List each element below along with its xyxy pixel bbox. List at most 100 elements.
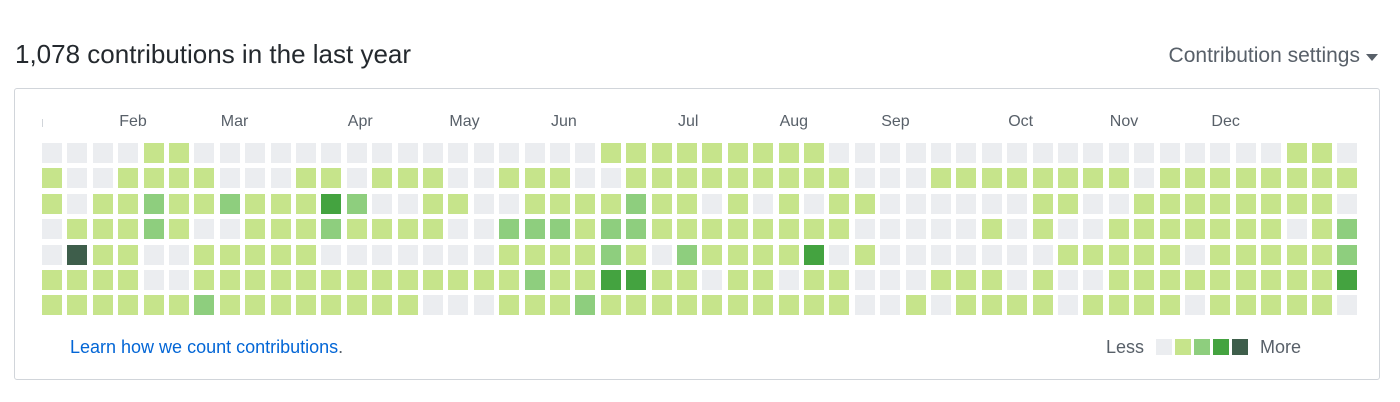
contribution-day-cell[interactable]: [194, 143, 215, 163]
contribution-day-cell[interactable]: [931, 270, 951, 290]
contribution-day-cell[interactable]: [1210, 295, 1231, 316]
contribution-day-cell[interactable]: [296, 193, 316, 214]
contribution-day-cell[interactable]: [550, 143, 570, 163]
contribution-day-cell[interactable]: [956, 219, 977, 240]
contribution-day-cell[interactable]: [499, 244, 520, 265]
contribution-day-cell[interactable]: [499, 193, 520, 214]
contribution-day-cell[interactable]: [931, 295, 951, 316]
contribution-day-cell[interactable]: [1058, 193, 1078, 214]
contribution-day-cell[interactable]: [981, 295, 1002, 316]
contribution-day-cell[interactable]: [194, 295, 215, 316]
contribution-day-cell[interactable]: [169, 168, 189, 189]
contribution-day-cell[interactable]: [1058, 270, 1078, 290]
contribution-day-cell[interactable]: [346, 168, 367, 189]
contribution-day-cell[interactable]: [1159, 270, 1180, 290]
contribution-day-cell[interactable]: [143, 143, 164, 163]
contribution-day-cell[interactable]: [1058, 244, 1078, 265]
contribution-day-cell[interactable]: [854, 193, 875, 214]
contribution-day-cell[interactable]: [931, 168, 951, 189]
contribution-day-cell[interactable]: [1134, 193, 1155, 214]
contribution-day-cell[interactable]: [270, 168, 291, 189]
contribution-day-cell[interactable]: [575, 295, 596, 316]
contribution-day-cell[interactable]: [575, 244, 596, 265]
contribution-day-cell[interactable]: [473, 295, 494, 316]
contribution-day-cell[interactable]: [397, 295, 418, 316]
contribution-day-cell[interactable]: [1032, 270, 1053, 290]
contribution-day-cell[interactable]: [397, 270, 418, 290]
contribution-day-cell[interactable]: [372, 244, 393, 265]
contribution-day-cell[interactable]: [600, 143, 621, 163]
contribution-day-cell[interactable]: [524, 244, 545, 265]
contribution-day-cell[interactable]: [1083, 244, 1104, 265]
contribution-day-cell[interactable]: [829, 270, 850, 290]
contribution-day-cell[interactable]: [118, 168, 139, 189]
contribution-day-cell[interactable]: [42, 244, 62, 265]
contribution-day-cell[interactable]: [1210, 270, 1231, 290]
contribution-day-cell[interactable]: [118, 244, 139, 265]
contribution-day-cell[interactable]: [1185, 244, 1205, 265]
contribution-day-cell[interactable]: [448, 193, 469, 214]
contribution-day-cell[interactable]: [372, 295, 393, 316]
contribution-day-cell[interactable]: [1235, 143, 1256, 163]
contribution-day-cell[interactable]: [1210, 193, 1231, 214]
contribution-day-cell[interactable]: [1261, 143, 1282, 163]
contribution-day-cell[interactable]: [1083, 193, 1104, 214]
contribution-day-cell[interactable]: [1108, 219, 1129, 240]
contribution-day-cell[interactable]: [880, 219, 901, 240]
contribution-day-cell[interactable]: [270, 143, 291, 163]
contribution-day-cell[interactable]: [1007, 295, 1028, 316]
contribution-day-cell[interactable]: [1134, 244, 1155, 265]
contribution-day-cell[interactable]: [1312, 219, 1332, 240]
contribution-day-cell[interactable]: [931, 193, 951, 214]
contribution-day-cell[interactable]: [1032, 168, 1053, 189]
contribution-day-cell[interactable]: [1210, 219, 1231, 240]
learn-contributions-link[interactable]: Learn how we count contributions: [70, 337, 339, 357]
contribution-day-cell[interactable]: [1337, 270, 1358, 290]
contribution-day-cell[interactable]: [931, 219, 951, 240]
contribution-day-cell[interactable]: [600, 270, 621, 290]
contribution-day-cell[interactable]: [1108, 193, 1129, 214]
contribution-day-cell[interactable]: [753, 168, 774, 189]
contribution-day-cell[interactable]: [42, 143, 62, 163]
contribution-day-cell[interactable]: [1185, 193, 1205, 214]
contribution-day-cell[interactable]: [473, 168, 494, 189]
contribution-day-cell[interactable]: [600, 219, 621, 240]
contribution-day-cell[interactable]: [346, 219, 367, 240]
contribution-day-cell[interactable]: [296, 270, 316, 290]
contribution-day-cell[interactable]: [143, 295, 164, 316]
contribution-day-cell[interactable]: [626, 143, 647, 163]
contribution-day-cell[interactable]: [575, 219, 596, 240]
contribution-day-cell[interactable]: [321, 193, 342, 214]
contribution-day-cell[interactable]: [1261, 168, 1282, 189]
contribution-day-cell[interactable]: [1337, 193, 1358, 214]
contribution-day-cell[interactable]: [448, 168, 469, 189]
contribution-day-cell[interactable]: [1108, 244, 1129, 265]
contribution-day-cell[interactable]: [778, 295, 799, 316]
contribution-day-cell[interactable]: [651, 244, 672, 265]
contribution-day-cell[interactable]: [702, 193, 723, 214]
contribution-day-cell[interactable]: [727, 143, 748, 163]
contribution-day-cell[interactable]: [575, 168, 596, 189]
contribution-day-cell[interactable]: [956, 168, 977, 189]
contribution-day-cell[interactable]: [1210, 244, 1231, 265]
contribution-day-cell[interactable]: [651, 193, 672, 214]
contribution-day-cell[interactable]: [245, 168, 266, 189]
contribution-day-cell[interactable]: [1337, 244, 1358, 265]
contribution-day-cell[interactable]: [677, 270, 697, 290]
contribution-day-cell[interactable]: [524, 219, 545, 240]
contribution-day-cell[interactable]: [854, 295, 875, 316]
contribution-day-cell[interactable]: [143, 270, 164, 290]
contribution-day-cell[interactable]: [372, 168, 393, 189]
contribution-day-cell[interactable]: [448, 270, 469, 290]
contribution-day-cell[interactable]: [1058, 295, 1078, 316]
contribution-day-cell[interactable]: [550, 244, 570, 265]
contribution-day-cell[interactable]: [1134, 143, 1155, 163]
contribution-day-cell[interactable]: [956, 295, 977, 316]
contribution-day-cell[interactable]: [1337, 143, 1358, 163]
contribution-day-cell[interactable]: [804, 270, 824, 290]
contribution-day-cell[interactable]: [67, 295, 88, 316]
contribution-day-cell[interactable]: [956, 270, 977, 290]
contribution-day-cell[interactable]: [1185, 219, 1205, 240]
contribution-day-cell[interactable]: [702, 295, 723, 316]
contribution-day-cell[interactable]: [829, 219, 850, 240]
